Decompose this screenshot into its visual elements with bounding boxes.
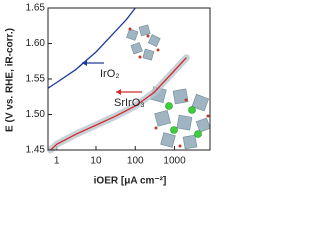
crystal-structure-iro2 <box>126 24 161 61</box>
y-tick-label: 1.50 <box>26 109 46 120</box>
plot-frame <box>47 7 211 151</box>
line <box>47 7 136 89</box>
x-axis-label: iOER [μA cm⁻²] <box>94 176 167 187</box>
chart: E (V vs. RHE, iR-corr.) iOER [μA cm⁻²] 1… <box>5 3 211 187</box>
page: {"chart_data": { "type": "line", "y_labe… <box>4 2 211 187</box>
legend-label: SrIrO₃ <box>114 97 145 109</box>
legend-arrow-head <box>82 60 87 66</box>
y-tick-label: 1.55 <box>26 74 46 85</box>
x-tick-label: 100 <box>127 156 144 167</box>
crystal-structure-srirо3 <box>150 86 211 150</box>
y-tick-label: 1.60 <box>26 38 46 49</box>
x-tick-label: 1 <box>54 156 60 167</box>
y-axis-label: E (V vs. RHE, iR-corr.) <box>5 28 16 132</box>
y-tick-label: 1.45 <box>26 145 46 156</box>
legend-label: IrO₂ <box>100 68 120 80</box>
line <box>50 57 187 151</box>
x-tick-label: 1000 <box>163 156 186 167</box>
x-tick-label: 10 <box>90 156 102 167</box>
legend-arrow-head <box>116 89 121 95</box>
y-tick-label: 1.65 <box>26 3 46 14</box>
